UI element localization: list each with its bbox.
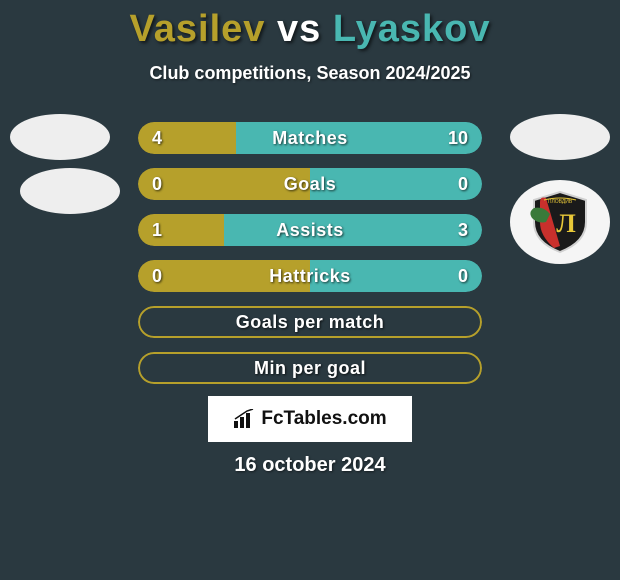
stat-row-matches: 410Matches — [138, 122, 482, 154]
stat-row-goals-per-match: Goals per match — [138, 306, 482, 338]
chart-icon — [233, 409, 257, 429]
stat-label: Matches — [138, 122, 482, 154]
player1-name: Vasilev — [130, 8, 266, 50]
player2-club-badge-1 — [510, 114, 610, 160]
stat-label: Goals per match — [138, 306, 482, 338]
svg-text:ПЛОВДИВ: ПЛОВДИВ — [548, 199, 573, 205]
player2-club-badge-2: Л ПЛОВДИВ — [510, 180, 610, 264]
stat-label: Goals — [138, 168, 482, 200]
footer-logo: FcTables.com — [208, 396, 412, 442]
footer-logo-text: FcTables.com — [261, 408, 386, 430]
svg-text:Л: Л — [556, 209, 575, 238]
stat-row-min-per-goal: Min per goal — [138, 352, 482, 384]
footer-date: 16 october 2024 — [0, 454, 620, 477]
stat-label: Assists — [138, 214, 482, 246]
player2-name: Lyaskov — [333, 8, 491, 50]
stat-label: Hattricks — [138, 260, 482, 292]
vs-text: vs — [277, 8, 321, 50]
shield-icon: Л ПЛОВДИВ — [526, 188, 594, 256]
page-title: Vasilev vs Lyaskov — [0, 0, 620, 51]
player1-club-badge-2 — [20, 168, 120, 214]
stat-label: Min per goal — [138, 352, 482, 384]
player1-club-badge-1 — [10, 114, 110, 160]
stat-row-goals: 00Goals — [138, 168, 482, 200]
stat-row-hattricks: 00Hattricks — [138, 260, 482, 292]
stat-row-assists: 13Assists — [138, 214, 482, 246]
subtitle: Club competitions, Season 2024/2025 — [0, 63, 620, 84]
comparison-bars: 410Matches 00Goals 13Assists 00Hattricks Goa… — [138, 122, 482, 398]
